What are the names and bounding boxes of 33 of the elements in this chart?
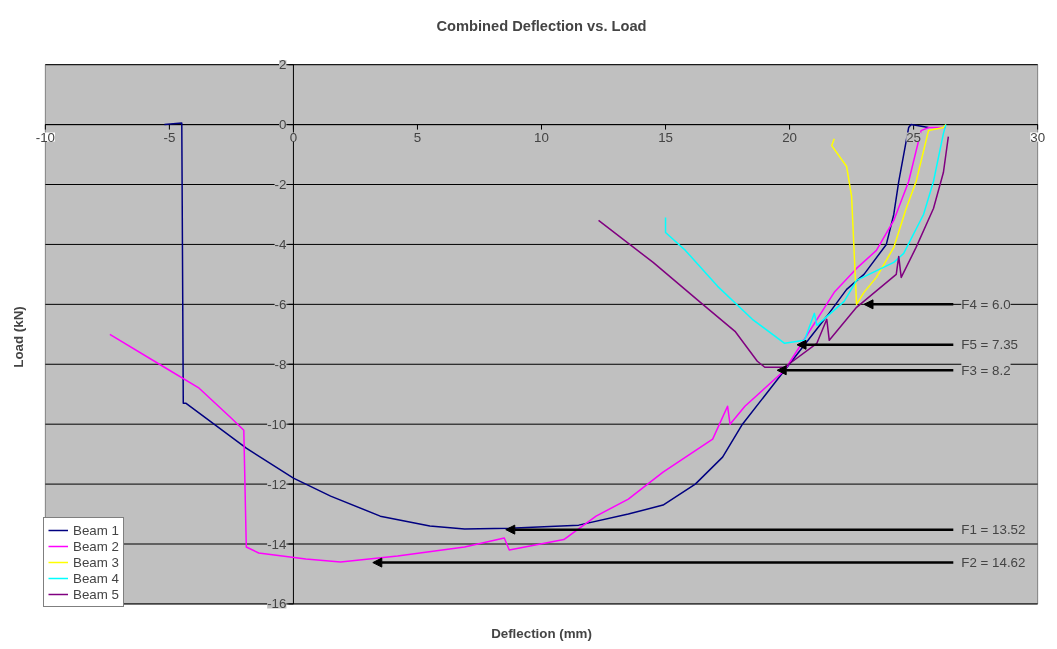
x-tick-label: 10	[534, 129, 549, 145]
y-tick-label: -10	[267, 416, 287, 432]
y-tick-label: 0	[279, 117, 287, 133]
x-axis-title: Deflection (mm)	[491, 625, 592, 641]
annotation: F3 = 8.2	[961, 362, 1011, 378]
annotation: F5 = 7.35	[961, 337, 1018, 353]
x-tick-label: 30	[1030, 129, 1046, 145]
annotation: F4 = 6.0	[961, 296, 1011, 312]
y-tick-label: -2	[274, 177, 287, 193]
x-tick-label: 20	[782, 129, 797, 145]
y-axis-title: Load (kN)	[10, 306, 26, 368]
legend-label: Beam 5	[73, 586, 119, 602]
y-tick-label: -4	[274, 236, 288, 252]
annotation: F2 = 14.62	[961, 555, 1026, 571]
x-tick-label: 0	[289, 129, 298, 145]
x-tick-label: 15	[658, 129, 673, 145]
x-tick-label: -10	[35, 129, 55, 145]
y-tick-label: -6	[274, 296, 287, 312]
y-tick-label: 2	[279, 57, 287, 73]
chart-title: Combined Deflection vs. Load	[436, 17, 647, 34]
legend-label: Beam 4	[73, 570, 119, 586]
y-tick-label: -14	[267, 536, 288, 552]
legend-label: Beam 2	[73, 538, 119, 554]
annotation: F1 = 13.52	[961, 522, 1026, 538]
x-tick-label: -5	[163, 129, 176, 145]
x-tick-label: 25	[906, 129, 922, 145]
legend-label: Beam 3	[73, 554, 119, 570]
y-tick-label: -16	[267, 596, 287, 612]
legend-label: Beam 1	[73, 522, 119, 538]
y-tick-label: -8	[274, 356, 287, 372]
x-tick-label: 5	[413, 129, 422, 145]
line-series	[831, 123, 947, 306]
y-tick-label: -12	[267, 476, 287, 492]
